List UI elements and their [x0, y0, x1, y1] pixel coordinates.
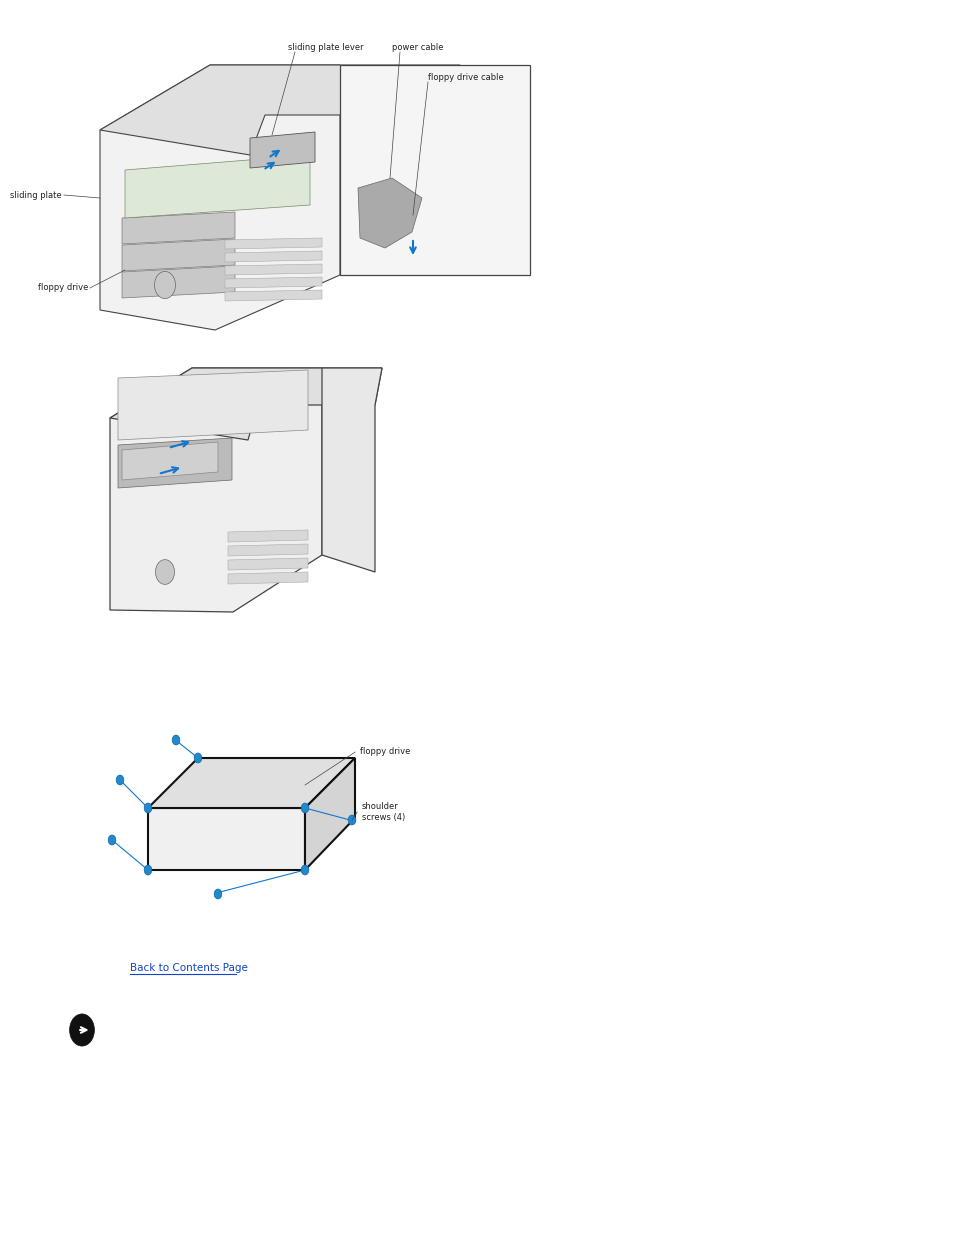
Circle shape [108, 835, 115, 845]
Polygon shape [228, 543, 308, 556]
Polygon shape [225, 238, 322, 249]
Polygon shape [225, 290, 322, 301]
Circle shape [70, 1014, 94, 1046]
Polygon shape [100, 65, 459, 156]
Polygon shape [225, 251, 322, 262]
Polygon shape [122, 240, 234, 270]
Circle shape [144, 864, 152, 874]
Circle shape [301, 864, 309, 874]
Polygon shape [118, 370, 308, 440]
Circle shape [154, 272, 175, 299]
Text: sliding plate: sliding plate [10, 190, 62, 200]
Circle shape [144, 803, 152, 813]
Polygon shape [122, 212, 234, 245]
Circle shape [194, 753, 202, 763]
Circle shape [348, 815, 355, 825]
Polygon shape [148, 808, 305, 869]
Polygon shape [122, 442, 218, 480]
Polygon shape [225, 264, 322, 275]
Polygon shape [100, 65, 339, 330]
Text: floppy drive: floppy drive [37, 284, 88, 293]
Polygon shape [228, 558, 308, 571]
Circle shape [214, 889, 222, 899]
Polygon shape [322, 368, 381, 572]
Text: floppy drive: floppy drive [359, 747, 410, 757]
Text: Back to Contents Page: Back to Contents Page [130, 963, 248, 973]
Circle shape [301, 803, 309, 813]
Polygon shape [228, 530, 308, 542]
Polygon shape [228, 572, 308, 584]
Polygon shape [122, 266, 234, 298]
Polygon shape [110, 368, 322, 613]
Polygon shape [250, 132, 314, 168]
Circle shape [116, 776, 124, 785]
Polygon shape [339, 65, 530, 275]
Text: power cable: power cable [392, 43, 443, 52]
Polygon shape [357, 178, 421, 248]
Polygon shape [110, 368, 381, 440]
Text: floppy drive cable: floppy drive cable [428, 73, 503, 82]
Circle shape [172, 735, 179, 745]
Polygon shape [125, 156, 310, 219]
Polygon shape [305, 758, 355, 869]
Polygon shape [118, 438, 232, 488]
Text: sliding plate lever: sliding plate lever [288, 43, 363, 52]
Text: shoulder
screws (4): shoulder screws (4) [361, 802, 405, 823]
Polygon shape [148, 758, 355, 808]
Polygon shape [225, 277, 322, 288]
Circle shape [155, 559, 174, 584]
